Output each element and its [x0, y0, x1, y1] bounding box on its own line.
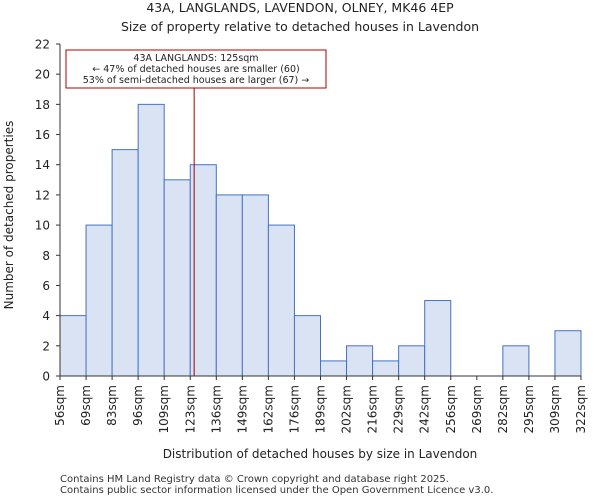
bar-189sqm — [320, 360, 348, 377]
x-axis-label: Distribution of detached houses by size … — [163, 447, 478, 461]
bar-96sqm — [137, 103, 165, 377]
y-tick-label: 8 — [42, 249, 50, 263]
bar-282sqm — [502, 345, 530, 377]
bar-162sqm — [267, 224, 295, 377]
chart-subtitle: Size of property relative to detached ho… — [121, 19, 479, 34]
y-tick-label: 12 — [35, 188, 50, 202]
x-tick-label: 256sqm — [444, 385, 458, 433]
annotation-line-1: 43A LANGLANDS: 125sqm — [133, 53, 258, 64]
x-tick-label: 229sqm — [392, 385, 406, 433]
x-tick-label: 216sqm — [366, 385, 380, 433]
y-tick-label: 6 — [42, 279, 50, 293]
annotation-line-3: 53% of semi-detached houses are larger (… — [83, 75, 310, 86]
bar-242sqm — [424, 300, 452, 377]
bar-202sqm — [346, 345, 374, 377]
bar-149sqm — [241, 194, 269, 377]
y-tick-label: 22 — [35, 38, 50, 52]
footer: Contains HM Land Registry data © Crown c… — [60, 474, 493, 496]
y-tick-label: 4 — [42, 309, 50, 323]
bar-56sqm — [59, 315, 87, 377]
y-axis: 0 2 4 6 8 10 12 14 16 18 20 22 — [35, 38, 61, 384]
x-tick-label: 83sqm — [105, 385, 119, 426]
y-tick-label: 2 — [42, 339, 50, 353]
bar-136sqm — [215, 194, 243, 377]
x-axis: 56sqm 69sqm 83sqm 96sqm 109sqm 123sqm 136sqm 14… — [53, 375, 588, 433]
x-tick-label: 189sqm — [314, 385, 328, 433]
x-tick-label: 162sqm — [261, 385, 275, 433]
bars-group — [59, 103, 582, 377]
x-tick-label: 295sqm — [522, 385, 536, 433]
x-tick-label: 149sqm — [235, 385, 249, 433]
footer-line-2: Contains public sector information licen… — [60, 485, 494, 496]
y-tick-label: 0 — [42, 370, 50, 384]
x-tick-label: 202sqm — [340, 385, 354, 433]
x-tick-label: 136sqm — [209, 385, 223, 433]
y-tick-label: 14 — [35, 158, 50, 172]
x-tick-label: 69sqm — [79, 385, 93, 426]
annotation-box — [65, 49, 327, 89]
x-tick-label: 322sqm — [574, 385, 588, 433]
x-tick-label: 176sqm — [287, 385, 301, 433]
bar-109sqm — [163, 179, 191, 377]
x-tick-label: 282sqm — [496, 385, 510, 433]
x-tick-label: 109sqm — [157, 385, 171, 433]
x-tick-label: 242sqm — [418, 385, 432, 433]
annotation-group: 43A LANGLANDS: 125sqm← 47% of detached h… — [65, 49, 327, 89]
x-tick-label: 56sqm — [53, 385, 67, 426]
bar-176sqm — [293, 315, 322, 377]
y-axis-label: Number of detached properties — [2, 121, 16, 310]
y-tick-label: 18 — [35, 98, 50, 112]
chart-title: 43A, LANGLANDS, LAVENDON, OLNEY, MK46 4E… — [146, 0, 454, 15]
bar-229sqm — [398, 345, 426, 377]
y-tick-label: 10 — [35, 219, 50, 233]
y-tick-label: 16 — [35, 128, 50, 142]
annotation-line-2: ← 47% of detached houses are smaller (60… — [92, 64, 299, 75]
bar-309sqm — [554, 330, 582, 377]
x-tick-label: 269sqm — [470, 385, 484, 433]
bar-83sqm — [111, 149, 139, 377]
y-tick-label: 20 — [35, 68, 50, 82]
bar-216sqm — [372, 360, 400, 377]
footer-line-1: Contains HM Land Registry data © Crown c… — [60, 474, 449, 485]
bar-69sqm — [85, 224, 113, 377]
x-tick-label: 123sqm — [183, 385, 197, 433]
x-tick-label: 96sqm — [131, 385, 145, 426]
x-tick-label: 309sqm — [548, 385, 562, 433]
